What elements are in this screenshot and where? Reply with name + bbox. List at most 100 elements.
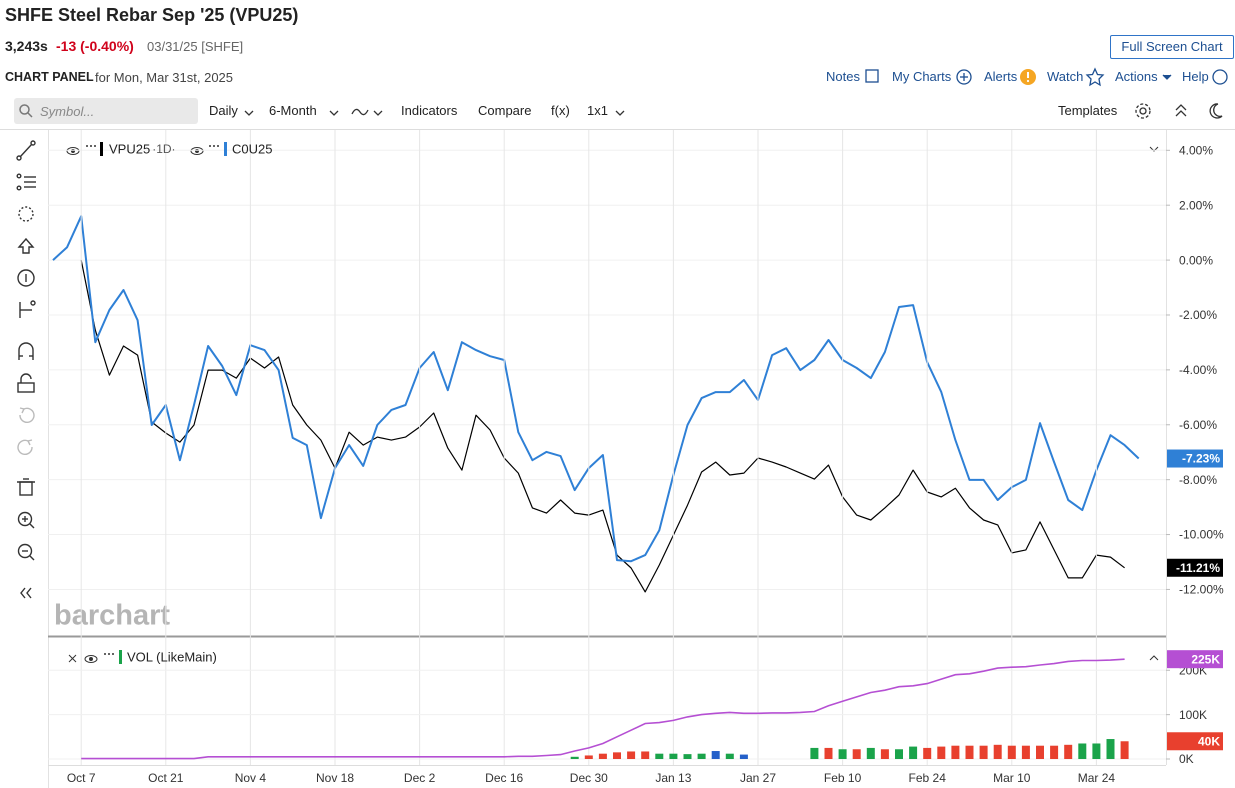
x-tick-label: Oct 7 xyxy=(67,771,96,785)
zoom-out[interactable] xyxy=(17,543,35,561)
symbol-placeholder: Symbol... xyxy=(40,104,95,119)
theme-icon[interactable] xyxy=(1209,103,1223,119)
legend-swatch xyxy=(119,650,122,664)
range-select[interactable]: 6-Month xyxy=(269,103,317,118)
panel-date: for Mon, Mar 31st, 2025 xyxy=(95,70,234,85)
collapse-icon[interactable] xyxy=(1149,146,1159,152)
caret xyxy=(373,110,383,116)
y-tick-label: -2.00% xyxy=(1179,308,1217,322)
symbol-input[interactable] xyxy=(14,98,198,124)
compare-button[interactable]: Compare xyxy=(478,103,532,118)
menu-actions[interactable]: Actions xyxy=(1115,69,1158,84)
volume-bar xyxy=(951,745,960,760)
legend-label: VOL (LikeMain) xyxy=(127,649,217,664)
price-change: -13 (-0.40%) xyxy=(56,38,134,54)
settings-icon[interactable] xyxy=(1139,107,1147,115)
x-tick-label: Nov 18 xyxy=(316,771,354,785)
collapse-icon[interactable] xyxy=(1175,104,1187,111)
volume-bar xyxy=(852,749,861,760)
caret xyxy=(329,110,339,116)
more-dots[interactable] xyxy=(86,145,219,655)
menu-icons xyxy=(865,67,1228,87)
plot-layer xyxy=(48,130,1166,765)
volume-bar xyxy=(1050,745,1059,760)
search-icon xyxy=(19,104,33,118)
x-tick-label: Jan 13 xyxy=(655,771,691,785)
left-tools[interactable] xyxy=(16,140,36,599)
volume-bar xyxy=(669,753,678,760)
zoom-in[interactable] xyxy=(17,511,35,529)
draw-tool[interactable] xyxy=(16,140,36,161)
volume-bar xyxy=(1092,743,1101,760)
y-tick-label: 4.00% xyxy=(1179,143,1213,157)
toolbar-icons xyxy=(244,103,1223,119)
volume-bar xyxy=(1120,741,1129,760)
last-value-label: -7.23% xyxy=(1182,452,1220,466)
menu-help[interactable]: Help xyxy=(1182,69,1209,84)
volume-bar xyxy=(838,749,847,760)
y-tick-label: -10.00% xyxy=(1179,528,1224,542)
x-tick-label: Jan 27 xyxy=(740,771,776,785)
panel-label: CHART PANEL xyxy=(5,70,94,84)
legend-swatch xyxy=(100,142,103,156)
menu-notes[interactable]: Notes xyxy=(826,69,860,84)
collapse[interactable] xyxy=(20,587,32,599)
menu-watch[interactable]: Watch xyxy=(1047,69,1084,84)
page-title: SHFE Steel Rebar Sep '25 (VPU25) xyxy=(5,5,299,25)
x-tick-label: Nov 4 xyxy=(235,771,267,785)
x-tick-label: Dec 30 xyxy=(570,771,608,785)
volume-bar xyxy=(895,749,903,760)
magnet-tool[interactable] xyxy=(18,342,34,360)
volume-bar xyxy=(739,754,748,760)
templates-button[interactable]: Templates xyxy=(1058,103,1118,118)
menu-my-charts[interactable]: My Charts xyxy=(892,69,952,84)
x-tick-label: Mar 10 xyxy=(993,771,1031,785)
volume-bar xyxy=(866,747,875,760)
x-tick-label: Mar 24 xyxy=(1078,771,1116,785)
menu-alerts[interactable]: Alerts xyxy=(984,69,1018,84)
last-value-label: 40K xyxy=(1198,734,1220,748)
collapse-icon[interactable] xyxy=(1149,655,1159,661)
redo[interactable] xyxy=(17,439,33,455)
arrow-tool[interactable] xyxy=(17,237,35,254)
caret xyxy=(244,110,254,116)
undo[interactable] xyxy=(19,407,35,423)
function-button[interactable]: f(x) xyxy=(551,103,570,118)
help-icon xyxy=(1212,69,1228,85)
eye-icon[interactable] xyxy=(190,147,204,155)
lock-tool[interactable] xyxy=(17,373,35,393)
indicators-button[interactable]: Indicators xyxy=(401,103,458,118)
fib-tool[interactable] xyxy=(16,173,36,191)
volume-bar xyxy=(1078,743,1087,760)
full-screen-button[interactable]: Full Screen Chart xyxy=(1110,35,1234,59)
delete[interactable] xyxy=(17,478,35,496)
last-price: 3,243s xyxy=(5,38,48,54)
volume-bar xyxy=(1036,745,1044,760)
layout-select[interactable]: 1x1 xyxy=(587,103,608,118)
y-tick-label: 0.00% xyxy=(1179,253,1213,267)
volume-bar xyxy=(993,744,1002,760)
legend-icons xyxy=(66,146,1159,663)
chart-style-icon[interactable] xyxy=(351,108,369,116)
eye-icon[interactable] xyxy=(66,147,80,155)
eye-icon[interactable] xyxy=(84,655,98,663)
volume-bar xyxy=(810,747,819,760)
volume-bar xyxy=(965,745,974,760)
interval-select[interactable]: Daily xyxy=(209,103,238,118)
volume-bar xyxy=(613,752,621,760)
volume-bar xyxy=(655,753,664,760)
marker-tool[interactable] xyxy=(17,269,35,287)
x-tick-label: Dec 2 xyxy=(404,771,436,785)
shape-tool[interactable] xyxy=(18,206,34,222)
volume-bar xyxy=(627,751,636,760)
volume-bar xyxy=(598,753,607,760)
y-tick-label: 2.00% xyxy=(1179,198,1213,212)
measure-tool[interactable] xyxy=(19,300,36,318)
close-icon[interactable] xyxy=(68,654,77,663)
last-value-label: -11.21% xyxy=(1176,561,1220,575)
y-tick-label: 100K xyxy=(1179,708,1207,722)
